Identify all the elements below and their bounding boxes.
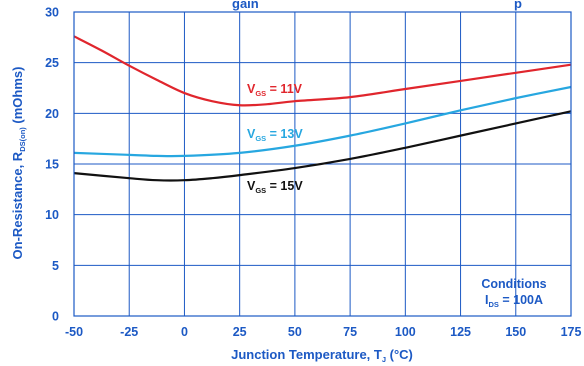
chart-title-fragment-2: p (514, 0, 522, 11)
series-lines (73, 35, 572, 182)
x-tick-label: 125 (450, 325, 471, 339)
plot-frame (73, 11, 572, 317)
y-axis-title: On-Resistance, RDS(on) (mOhms) (10, 67, 27, 260)
x-tick-label: -25 (120, 325, 138, 339)
conditions-label: Conditions (481, 277, 546, 291)
y-tick-label: 30 (45, 6, 59, 20)
chart-title-fragment-1: gain (232, 0, 259, 11)
x-tick-label: 75 (343, 325, 357, 339)
series-label-vgs-13v: VGS = 13V (247, 127, 303, 143)
series-labels: VGS = 11V VGS = 13V VGS = 15V (247, 82, 303, 195)
y-tick-label: 25 (45, 56, 59, 70)
x-axis-title: Junction Temperature, TJ (°C) (231, 347, 413, 364)
y-tick-label: 15 (45, 158, 59, 172)
y-tick-label: 20 (45, 107, 59, 121)
x-tick-label: 25 (233, 325, 247, 339)
x-tick-labels: -50 -25 0 25 50 75 100 125 150 175 (65, 325, 582, 339)
series-line-vgs-13v (73, 85, 572, 158)
x-tick-label: 100 (395, 325, 416, 339)
x-tick-label: -50 (65, 325, 83, 339)
series-label-vgs-11v: VGS = 11V (247, 82, 303, 98)
x-tick-label: 50 (288, 325, 302, 339)
series-line-vgs-11v (73, 35, 572, 107)
series-line-vgs-15v (73, 110, 572, 182)
y-tick-label: 0 (52, 310, 59, 324)
x-tick-label: 175 (561, 325, 582, 339)
y-tick-label: 5 (52, 259, 59, 273)
series-label-vgs-15v: VGS = 15V (247, 179, 303, 195)
x-tick-label: 150 (505, 325, 526, 339)
conditions-value: IDS = 100A (485, 293, 543, 309)
y-tick-labels: 0 5 10 15 20 25 30 (45, 6, 59, 324)
y-tick-label: 10 (45, 208, 59, 222)
x-tick-label: 0 (181, 325, 188, 339)
